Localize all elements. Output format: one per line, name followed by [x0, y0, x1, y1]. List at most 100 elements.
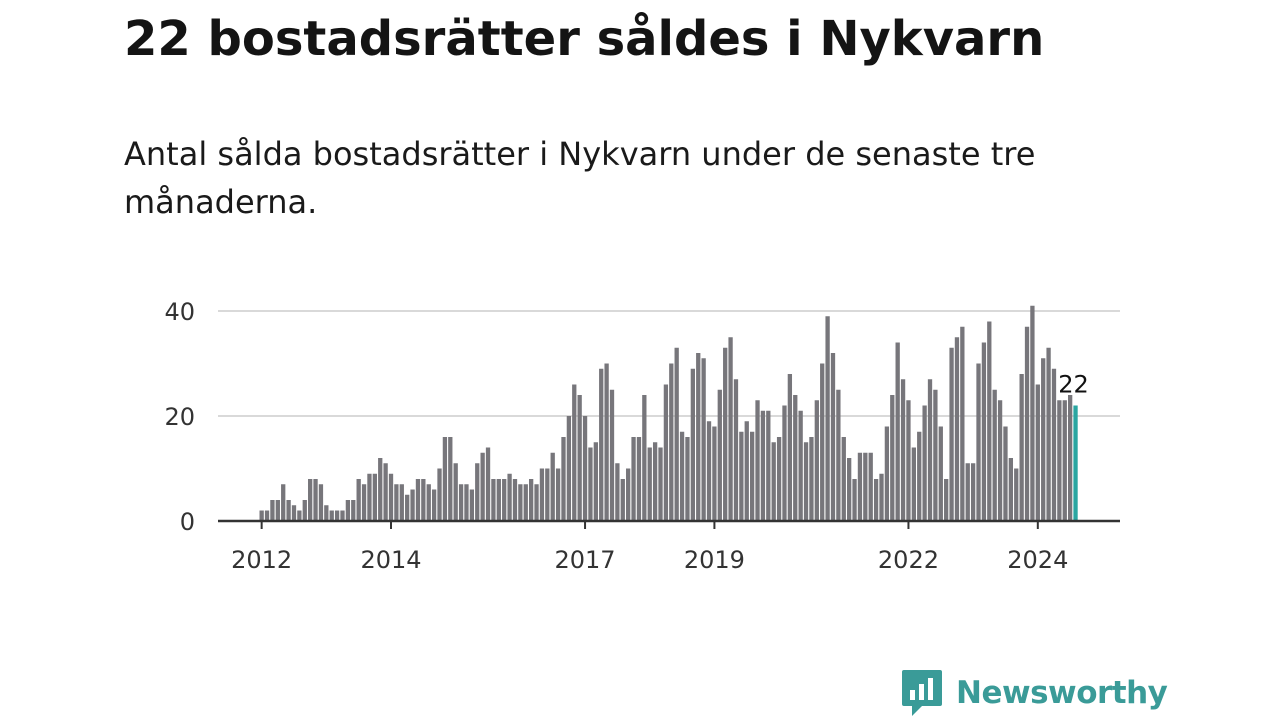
bar [981, 342, 987, 521]
bar [297, 510, 302, 521]
bar [469, 489, 475, 521]
bar [825, 316, 830, 521]
bar [356, 479, 361, 521]
bar [609, 389, 615, 521]
x-tick-label-2019: 2019 [684, 546, 745, 574]
bar [351, 500, 356, 521]
bar [286, 500, 291, 521]
bar [1057, 400, 1062, 521]
bar [453, 463, 458, 521]
bar [1003, 426, 1008, 521]
bar [394, 484, 399, 521]
bar [690, 368, 695, 521]
bar [502, 479, 507, 521]
bar [378, 458, 383, 521]
bar [491, 479, 496, 521]
newsworthy-logo: Newsworthy [900, 668, 1168, 718]
bar [669, 363, 674, 521]
gridlines [218, 310, 1120, 417]
bar [442, 437, 448, 521]
bar [324, 505, 329, 521]
bar [642, 395, 647, 521]
bar [275, 500, 280, 521]
bar [523, 484, 528, 521]
x-tick-label-2012: 2012 [231, 546, 292, 574]
bar [679, 431, 685, 521]
bar [766, 410, 771, 521]
bar [992, 389, 997, 521]
bar [706, 421, 712, 521]
bar [1068, 395, 1073, 521]
bar [852, 479, 857, 521]
bar [830, 353, 836, 521]
bar [771, 442, 776, 521]
bar [313, 479, 318, 521]
bar [820, 363, 825, 521]
bar [938, 426, 943, 521]
bar [599, 368, 604, 521]
bar [480, 452, 485, 521]
bar [620, 479, 625, 521]
bar [636, 437, 642, 521]
bar [717, 389, 722, 521]
bar [922, 405, 927, 521]
bar [496, 479, 501, 521]
bar [890, 395, 895, 521]
bar [631, 437, 636, 521]
bar [976, 363, 981, 521]
bar [626, 468, 631, 521]
bar [987, 321, 992, 521]
bar [749, 431, 755, 521]
bar [900, 379, 906, 521]
bar [475, 463, 480, 521]
latest-value-label: 22 [1058, 371, 1089, 399]
bar [787, 374, 793, 521]
bar [733, 379, 739, 521]
y-tick-label-0: 0 [180, 508, 195, 536]
bar [431, 489, 437, 521]
x-tick-label-2017: 2017 [555, 546, 616, 574]
bar [847, 458, 852, 521]
bar [793, 395, 798, 521]
bar [739, 431, 744, 521]
bar [572, 384, 577, 521]
bar [696, 353, 701, 521]
bar [421, 479, 426, 521]
bar [561, 437, 566, 521]
bar [1019, 374, 1024, 521]
bar [534, 484, 539, 521]
bar [760, 410, 766, 521]
bar [1024, 326, 1030, 521]
bar [1062, 400, 1067, 521]
bar [367, 473, 372, 521]
page-title: 22 bostadsrätter såldes i Nykvarn [124, 11, 1045, 67]
bar [723, 347, 728, 521]
bar [577, 395, 582, 521]
bar [647, 447, 652, 521]
bars [259, 305, 1078, 521]
bar [879, 473, 884, 521]
bar [917, 431, 922, 521]
bar [658, 447, 663, 521]
bar [372, 473, 377, 521]
bar [944, 479, 949, 521]
bar [857, 452, 863, 521]
bar [550, 452, 555, 521]
bar [593, 442, 598, 521]
bar [836, 389, 841, 521]
bar [933, 389, 938, 521]
bar-latest [1073, 405, 1078, 521]
bar [755, 400, 760, 521]
bar [863, 452, 868, 521]
bar [383, 463, 388, 521]
bar [388, 473, 394, 521]
bar [302, 500, 307, 521]
bar [873, 479, 879, 521]
bar [485, 447, 491, 521]
bar [1035, 384, 1040, 521]
bar [1014, 468, 1019, 521]
bar [744, 421, 749, 521]
bar [308, 479, 313, 521]
bar [712, 426, 717, 521]
